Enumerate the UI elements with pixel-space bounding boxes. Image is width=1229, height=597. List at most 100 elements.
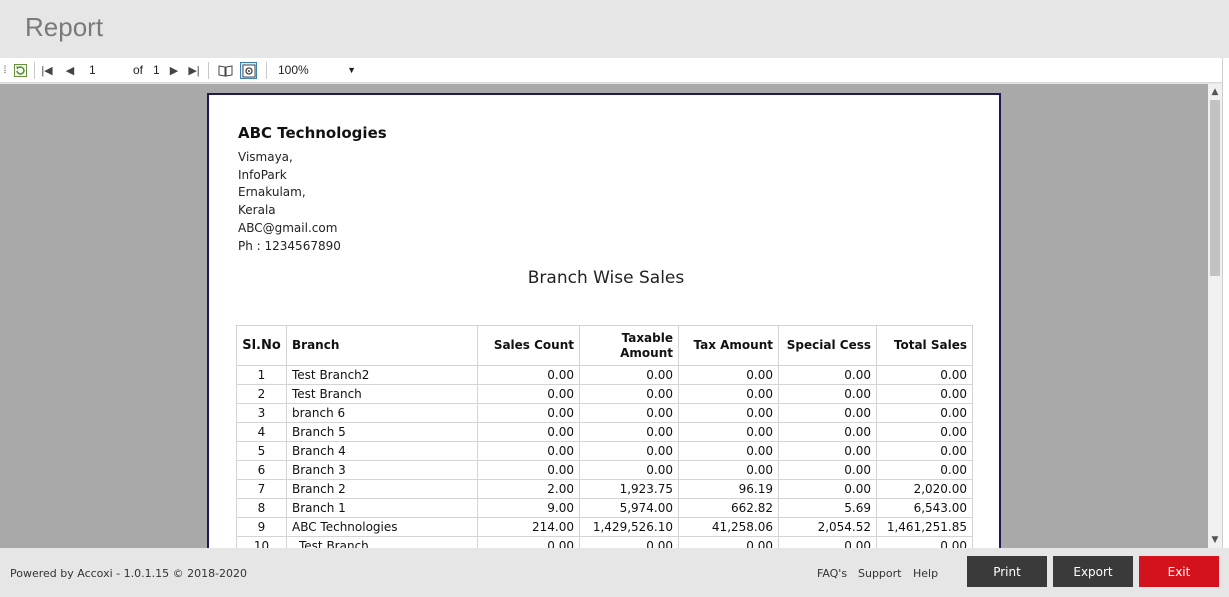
- cell-sales-count: 0.00: [477, 384, 580, 404]
- cell-sales-count: 9.00: [477, 498, 580, 518]
- total-pages: 1: [153, 63, 160, 77]
- table-header-row: Sl.No Branch Sales Count Taxable Amount …: [236, 325, 973, 366]
- support-link[interactable]: Support: [858, 567, 902, 580]
- export-button[interactable]: Export: [1053, 556, 1133, 587]
- col-header-sales-count: Sales Count: [477, 325, 580, 366]
- address-line: Ernakulam,: [238, 185, 306, 200]
- table-row: 10 Test Branch 0.00 0.00 0.00 0.00 0.00: [236, 536, 973, 548]
- cell-total-sales: 0.00: [876, 422, 973, 442]
- window-edge: [1222, 58, 1229, 548]
- toolbar-separator: [208, 62, 209, 79]
- refresh-icon[interactable]: [12, 62, 29, 79]
- cell-sl-no: 10: [236, 536, 287, 548]
- table-row: 6 Branch 3 0.00 0.00 0.00 0.00 0.00: [236, 460, 973, 480]
- company-address: Vismaya, InfoPark Ernakulam, Kerala ABC@…: [238, 149, 341, 255]
- zoom-select[interactable]: 100% ▼: [278, 62, 360, 79]
- cell-taxable-amount: 0.00: [579, 460, 679, 480]
- cell-branch: Test Branch2: [286, 365, 478, 385]
- cell-special-cess: 0.00: [778, 460, 877, 480]
- cell-special-cess: 0.00: [778, 403, 877, 423]
- cell-tax-amount: 0.00: [678, 365, 779, 385]
- cell-branch: Test Branch: [286, 384, 478, 404]
- cell-taxable-amount: 0.00: [579, 441, 679, 461]
- cell-sales-count: 0.00: [477, 460, 580, 480]
- next-page-icon[interactable]: ▶: [169, 65, 179, 77]
- cell-sales-count: 0.00: [477, 536, 580, 548]
- address-line: InfoPark: [238, 167, 287, 182]
- cell-special-cess: 0.00: [778, 365, 877, 385]
- cell-sales-count: 0.00: [477, 422, 580, 442]
- help-link[interactable]: Help: [913, 567, 939, 580]
- scroll-up-icon[interactable]: ▲: [1211, 87, 1219, 97]
- zoom-value: 100%: [278, 63, 309, 77]
- cell-total-sales: 0.00: [876, 384, 973, 404]
- toolbar-separator: [34, 62, 35, 79]
- cell-taxable-amount: 1,429,526.10: [579, 517, 679, 537]
- print-button[interactable]: Print: [967, 556, 1047, 587]
- address-line: Kerala: [238, 203, 276, 218]
- cell-branch: ABC Technologies: [286, 517, 478, 537]
- scrollbar-thumb[interactable]: [1210, 100, 1220, 276]
- cell-branch: Test Branch: [286, 536, 478, 548]
- cell-sl-no: 9: [236, 517, 287, 537]
- cell-taxable-amount: 0.00: [579, 536, 679, 548]
- table-row: 1 Test Branch2 0.00 0.00 0.00 0.00 0.00: [236, 365, 973, 385]
- chevron-down-icon[interactable]: ▼: [347, 65, 356, 75]
- cell-branch: Branch 1: [286, 498, 478, 518]
- previous-page-icon[interactable]: ◀: [65, 65, 75, 77]
- window-title: Report: [25, 12, 104, 42]
- cell-special-cess: 0.00: [778, 441, 877, 461]
- cell-sl-no: 1: [236, 365, 287, 385]
- page-setup-icon[interactable]: [240, 62, 257, 79]
- cell-sales-count: 2.00: [477, 479, 580, 499]
- powered-by-text: Powered by Accoxi - 1.0.1.15 © 2018-2020: [10, 567, 248, 580]
- address-line: Vismaya,: [238, 150, 293, 164]
- title-bar: Report: [0, 0, 1229, 58]
- cell-sales-count: 214.00: [477, 517, 580, 537]
- cell-sales-count: 0.00: [477, 403, 580, 423]
- cell-taxable-amount: 1,923.75: [579, 479, 679, 499]
- cell-tax-amount: 0.00: [678, 536, 779, 548]
- scroll-down-icon[interactable]: ▼: [1211, 535, 1219, 545]
- cell-tax-amount: 0.00: [678, 422, 779, 442]
- table-row: 8 Branch 1 9.00 5,974.00 662.82 5.69 6,543.00: [236, 498, 973, 518]
- col-header-taxable-line1: Taxable: [621, 330, 673, 345]
- cell-total-sales: 0.00: [876, 460, 973, 480]
- of-label: of: [133, 63, 144, 77]
- table-row: 2 Test Branch 0.00 0.00 0.00 0.00 0.00: [236, 384, 973, 404]
- table-row: 9 ABC Technologies 214.00 1,429,526.10 41,25…: [236, 517, 973, 537]
- col-header-total-sales: Total Sales: [876, 325, 973, 366]
- cell-sl-no: 4: [236, 422, 287, 442]
- cell-total-sales: 0.00: [876, 441, 973, 461]
- vertical-scrollbar[interactable]: ▲ ▼: [1208, 84, 1222, 548]
- cell-taxable-amount: 0.00: [579, 365, 679, 385]
- last-page-icon[interactable]: ▶|: [188, 65, 200, 77]
- first-page-icon[interactable]: |◀: [41, 65, 53, 77]
- cell-sales-count: 0.00: [477, 441, 580, 461]
- cell-total-sales: 0.00: [876, 365, 973, 385]
- print-layout-icon[interactable]: [217, 62, 234, 79]
- cell-sl-no: 5: [236, 441, 287, 461]
- faq-link[interactable]: FAQ's: [817, 567, 848, 580]
- footer-bar: Powered by Accoxi - 1.0.1.15 © 2018-2020…: [0, 548, 1229, 597]
- cell-taxable-amount: 0.00: [579, 384, 679, 404]
- cell-sales-count: 0.00: [477, 365, 580, 385]
- table-row: 4 Branch 5 0.00 0.00 0.00 0.00 0.00: [236, 422, 973, 442]
- cell-branch: branch 6: [286, 403, 478, 423]
- cell-special-cess: 0.00: [778, 422, 877, 442]
- cell-tax-amount: 662.82: [678, 498, 779, 518]
- col-header-taxable-amount: Taxable Amount: [579, 325, 679, 366]
- report-viewer[interactable]: ABC Technologies Vismaya, InfoPark Ernak…: [0, 84, 1208, 548]
- cell-tax-amount: 0.00: [678, 460, 779, 480]
- toolbar-grip[interactable]: ⁞: [3, 65, 7, 76]
- cell-sl-no: 6: [236, 460, 287, 480]
- cell-special-cess: 2,054.52: [778, 517, 877, 537]
- company-name: ABC Technologies: [238, 124, 387, 142]
- page-number-input[interactable]: 1: [89, 63, 96, 77]
- cell-tax-amount: 96.19: [678, 479, 779, 499]
- cell-special-cess: 0.00: [778, 384, 877, 404]
- cell-total-sales: 1,461,251.85: [876, 517, 973, 537]
- exit-button[interactable]: Exit: [1139, 556, 1219, 587]
- cell-taxable-amount: 0.00: [579, 403, 679, 423]
- cell-sl-no: 2: [236, 384, 287, 404]
